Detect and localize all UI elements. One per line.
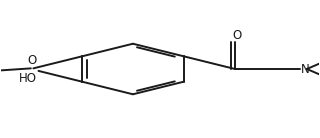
Text: O: O [232,29,241,42]
Text: O: O [27,54,36,67]
Text: HO: HO [19,72,37,85]
Text: N: N [301,63,309,75]
